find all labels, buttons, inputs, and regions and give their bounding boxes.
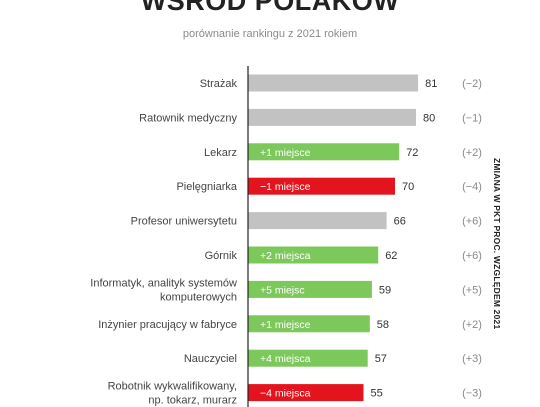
category-label: Profesor uniwersytetu	[131, 216, 237, 228]
value-label: 81	[425, 78, 437, 90]
change-vs-2021-label: (+5)	[462, 284, 482, 296]
bar-7	[248, 315, 370, 333]
change-vs-2021-label: (+2)	[462, 319, 482, 331]
category-label: Robotnik wykwalifikowany,	[108, 381, 237, 393]
side-axis-label: ZMIANA W PKT PROC. WZGLĘDEM 2021	[492, 158, 502, 330]
value-label: 80	[423, 112, 435, 124]
rank-change-label: +1 miejsce	[260, 147, 311, 159]
category-label: komputerowych	[160, 291, 237, 303]
rank-change-label: +2 miejsca	[260, 250, 311, 262]
change-vs-2021-label: (−4)	[462, 181, 482, 193]
value-label: 62	[385, 250, 397, 262]
value-label: 72	[406, 147, 418, 159]
change-vs-2021-label: (+3)	[462, 353, 482, 365]
rank-change-label: −4 miejsca	[260, 388, 311, 400]
bar-3	[248, 177, 395, 195]
bar-1	[248, 108, 416, 126]
bar-8	[248, 349, 368, 367]
category-label: Pielęgniarka	[176, 181, 237, 193]
change-vs-2021-label: (−2)	[462, 78, 482, 90]
bar-2	[248, 143, 400, 161]
bar-9	[248, 384, 364, 402]
change-vs-2021-label: (+6)	[462, 250, 482, 262]
rank-change-label: −1 miejsce	[260, 181, 311, 193]
value-label: 70	[402, 181, 414, 193]
bar-4	[248, 212, 387, 230]
change-vs-2021-label: (−1)	[462, 112, 482, 124]
bar-0	[248, 74, 419, 92]
category-label: Nauczyciel	[184, 353, 237, 365]
rank-change-label: +5 miejsc	[260, 284, 305, 296]
value-label: 57	[375, 353, 387, 365]
chart-subtitle: porównanie rankingu z 2021 rokiem	[182, 28, 358, 40]
category-label: Ratownik medyczny	[139, 112, 237, 124]
value-label: 55	[371, 388, 383, 400]
category-label: Lekarz	[204, 147, 237, 159]
category-label: Informatyk, analityk systemów	[90, 277, 237, 289]
change-vs-2021-label: (+2)	[462, 147, 482, 159]
category-label: Górnik	[205, 250, 238, 262]
value-label: 59	[379, 284, 391, 296]
rank-change-label: +1 miejsce	[260, 319, 311, 331]
chart-title: WŚRÓD POLAKÓW	[140, 0, 400, 16]
bar-5	[248, 246, 379, 264]
bar-6	[248, 280, 372, 298]
value-label: 58	[377, 319, 389, 331]
rank-change-label: +4 miejsca	[260, 353, 311, 365]
value-label: 66	[394, 216, 406, 228]
category-label: Strażak	[200, 78, 238, 90]
category-label: np. tokarz, murarz	[148, 395, 237, 407]
change-vs-2021-label: (−3)	[462, 388, 482, 400]
category-label: Inżynier pracujący w fabryce	[98, 319, 237, 331]
change-vs-2021-label: (+6)	[462, 216, 482, 228]
